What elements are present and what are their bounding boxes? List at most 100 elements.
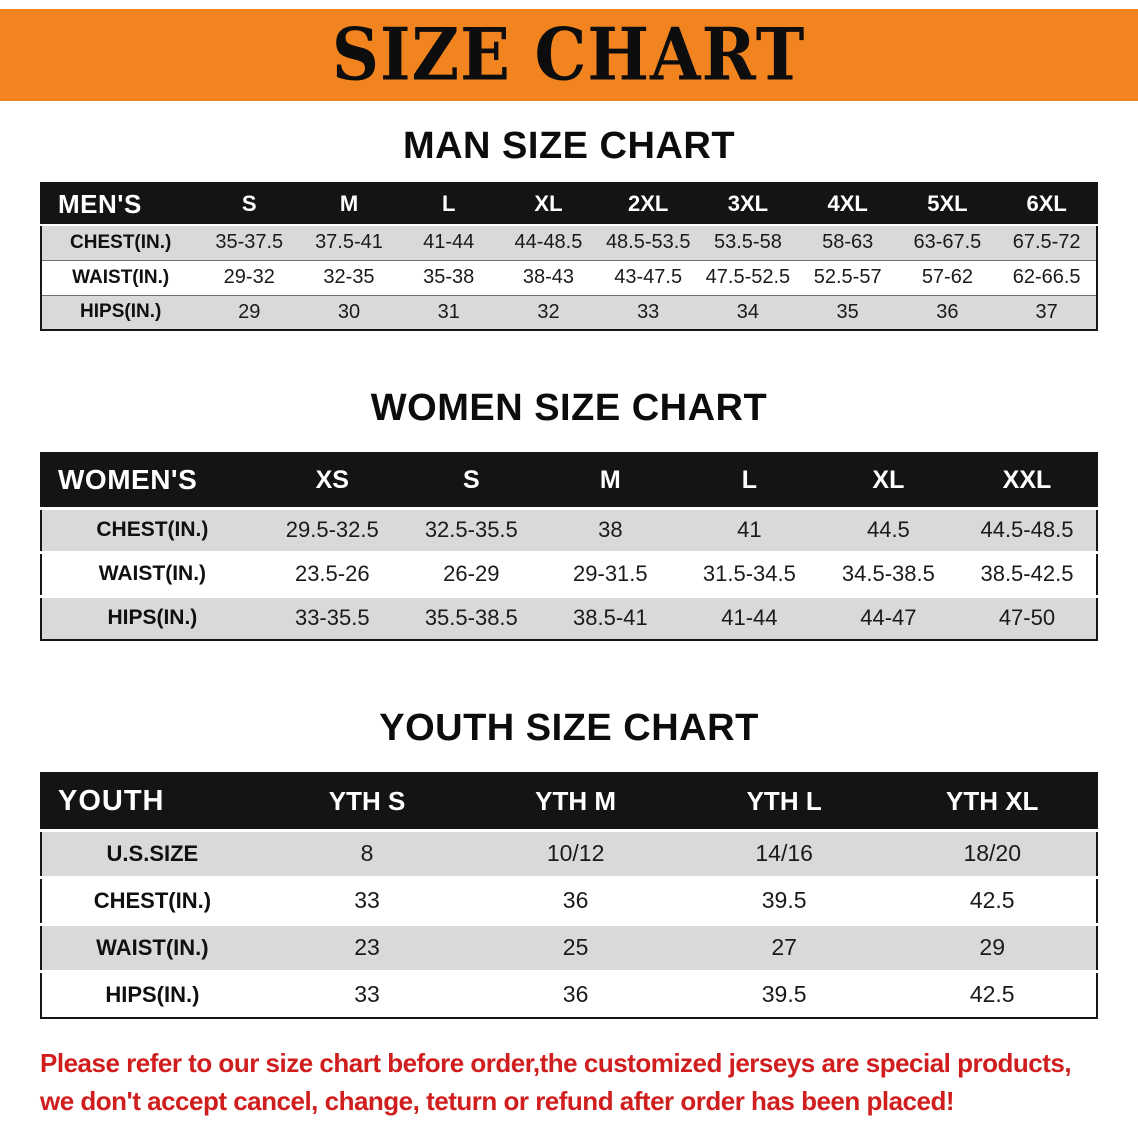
size-value: 10/12 [546,840,605,866]
size-value: 44-47 [860,605,917,631]
size-value: 36 [562,887,589,913]
size-column-header: YTH XL [888,773,1097,830]
size-value: 53.5-58 [714,231,782,254]
size-value: 44-48.5 [514,231,583,254]
size-value: 43-47.5 [614,266,683,288]
header-row: WOMEN'S XS S M L XL XXL [41,453,1097,508]
women-size-table: WOMEN'S XS S M L XL XXL CHEST(IN.) 29.5-32.5 32.5… [40,452,1098,641]
size-value: 29.5-32.5 [285,517,379,542]
size-value: 33 [354,887,380,913]
size-value: 67.5-72 [1012,231,1081,254]
size-value: 42.5 [969,981,1015,1008]
header-row: MEN'S S M L XL 2XL 3XL 4XL 5XL 6XL [41,183,1097,225]
size-column-header: YTH M [471,773,680,830]
size-value: 48.5-53.5 [605,231,691,254]
size-section-youth: YOUTH SIZE CHART YOUTH YTH S YTH M YTH L YTH … [0,707,1138,1019]
size-value: 14/16 [755,840,813,866]
size-chart-page: SIZE CHART MAN SIZE CHART MEN'S S M L XL 2XL 3X… [0,9,1138,1141]
size-value: 32 [537,300,560,323]
youth-corner-label: YOUTH [41,773,263,830]
size-value: 26-29 [443,561,500,586]
size-column-header: 4XL [797,183,898,225]
size-column-header: XXL [957,453,1097,508]
size-column-header: 3XL [698,183,798,225]
size-value: 52.5-57 [813,266,882,288]
sections-container: MAN SIZE CHART MEN'S S M L XL 2XL 3XL 4XL 5XL 6XL C… [0,125,1138,1019]
banner: SIZE CHART [0,9,1138,101]
size-value: 32-35 [323,266,375,288]
size-value: 38 [598,517,623,542]
size-value: 33 [354,981,380,1008]
size-column-header: 6XL [997,183,1097,225]
measurement-row: HIPS(IN.) 33-35.5 35.5-38.5 38.5-41 41-44 44-… [41,596,1097,640]
size-value: 41-44 [721,605,778,631]
size-value: 35-38 [423,266,475,288]
measurement-row: CHEST(IN.) 35-37.5 37.5-41 41-44 44-48.5 48.5… [41,225,1097,260]
size-value: 23.5-26 [294,561,370,586]
disclaimer-line-1: Please refer to our size chart before or… [40,1048,1072,1078]
women-section-heading: WOMEN SIZE CHART [370,387,768,429]
measurement-row: WAIST(IN.) 23 25 27 29 [41,924,1097,971]
size-value: 25 [562,934,589,960]
size-column-header: YTH S [262,773,472,830]
size-value: 38.5-42.5 [980,561,1074,586]
size-value: 31.5-34.5 [702,561,796,586]
size-column-header: M [540,453,680,508]
size-column-header: 2XL [598,183,699,225]
size-value: 31 [437,300,460,323]
youth-size-table: YOUTH YTH S YTH M YTH L YTH XL U.S.SIZE 8 10/12… [40,772,1098,1019]
size-value: 44.5-48.5 [980,517,1074,542]
size-value: 47.5-52.5 [705,266,791,288]
size-value: 63-67.5 [913,231,982,254]
size-value: 33-35.5 [294,605,370,631]
size-value: 39.5 [761,981,807,1008]
disclaimer: Please refer to our size chart before or… [40,1045,1110,1120]
row-label: WAIST(IN.) [96,934,209,960]
size-column-header: XL [498,183,599,225]
row-label: HIPS(IN.) [107,606,198,630]
size-value: 34.5-38.5 [841,561,935,586]
row-label: CHEST(IN.) [93,887,212,913]
size-value: 23 [354,934,380,960]
measurement-row: WAIST(IN.) 23.5-26 26-29 29-31.5 31.5-34.5 34… [41,552,1097,596]
men-corner-label: MEN'S [41,183,200,225]
women-corner-label: WOMEN'S [41,453,263,508]
size-column-header: YTH L [679,773,889,830]
row-label: CHEST(IN.) [70,231,172,253]
men-section-heading: MAN SIZE CHART [402,125,736,167]
size-column-header: L [679,453,819,508]
size-value: 29 [238,300,261,323]
size-value: 37.5-41 [315,231,383,254]
size-column-header: M [299,183,399,225]
size-value: 27 [771,934,797,960]
size-value: 57-62 [921,266,973,288]
row-label: WAIST(IN.) [72,266,170,288]
size-value: 29 [979,934,1006,960]
size-value: 34 [736,300,760,323]
men-size-table: MEN'S S M L XL 2XL 3XL 4XL 5XL 6XL CHEST(IN.) 35-37… [40,182,1098,331]
size-value: 29-31.5 [573,561,648,586]
row-label: HIPS(IN.) [80,301,162,323]
size-value: 32.5-35.5 [424,517,518,542]
measurement-row: WAIST(IN.) 29-32 32-35 35-38 38-43 43-47.5 47.… [41,260,1097,295]
size-value: 37 [1035,300,1058,323]
size-column-header: S [199,183,300,225]
measurement-row: U.S.SIZE 8 10/12 14/16 18/20 [41,830,1097,877]
size-value: 30 [337,300,361,323]
size-column-header: L [398,183,499,225]
page-title: SIZE CHART [332,12,806,98]
size-value: 38.5-41 [573,605,648,631]
size-value: 36 [936,300,959,323]
size-value: 39.5 [761,887,807,913]
size-value: 33 [637,300,660,323]
size-column-header: XS [262,453,402,508]
row-label: U.S.SIZE [106,840,199,866]
size-column-header: S [401,453,541,508]
size-value: 29-32 [223,266,275,288]
size-value: 62-66.5 [1012,266,1081,288]
row-label: CHEST(IN.) [96,518,209,541]
size-section-men: MAN SIZE CHART MEN'S S M L XL 2XL 3XL 4XL 5XL 6XL C… [0,125,1138,331]
size-value: 8 [360,840,374,866]
measurement-row: CHEST(IN.) 33 36 39.5 42.5 [41,877,1097,924]
size-value: 38-43 [522,266,575,288]
